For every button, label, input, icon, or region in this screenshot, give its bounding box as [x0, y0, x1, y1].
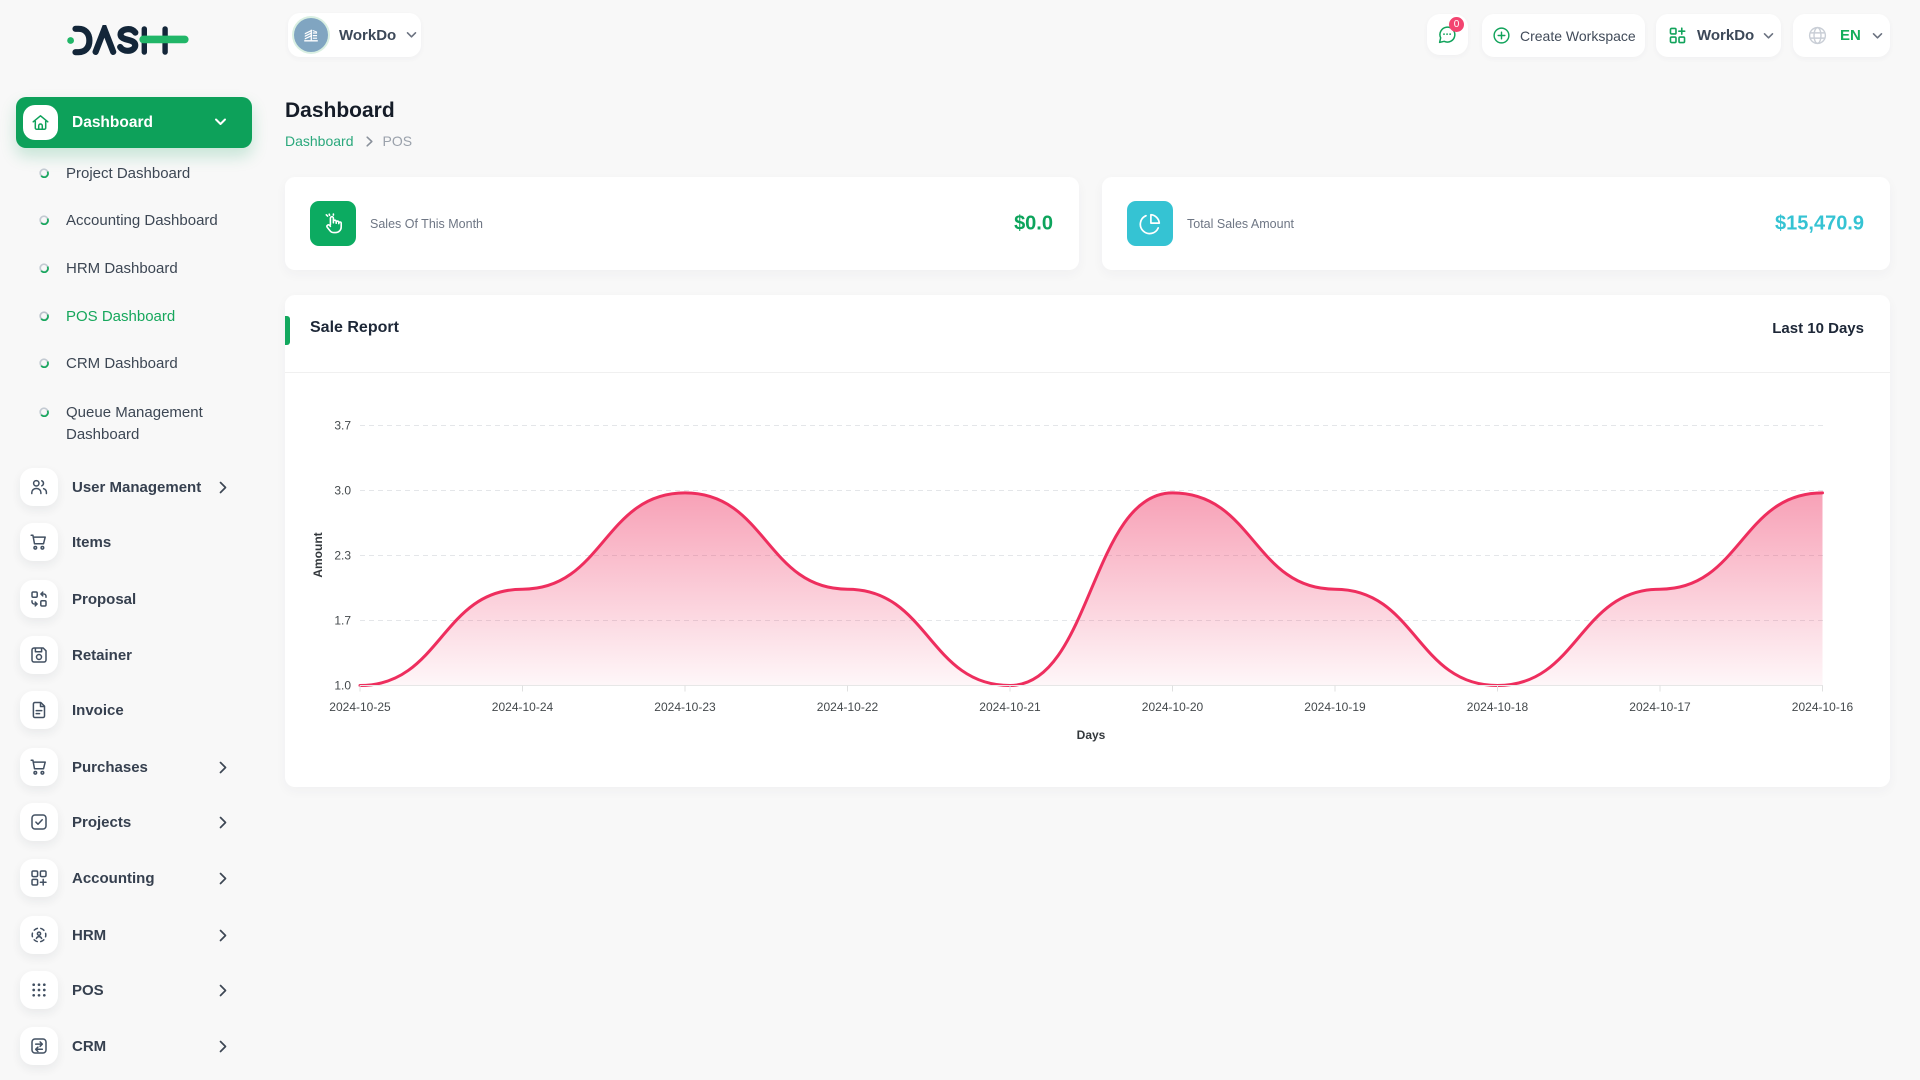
svg-text:2024-10-23: 2024-10-23 [654, 700, 716, 714]
svg-text:Days: Days [1077, 728, 1106, 742]
svg-text:3.0: 3.0 [334, 484, 351, 498]
svg-text:2.3: 2.3 [334, 549, 351, 563]
svg-text:2024-10-25: 2024-10-25 [329, 700, 391, 714]
svg-text:1.7: 1.7 [334, 614, 351, 628]
svg-text:2024-10-24: 2024-10-24 [492, 700, 554, 714]
svg-text:3.7: 3.7 [334, 419, 351, 433]
svg-text:2024-10-18: 2024-10-18 [1467, 700, 1529, 714]
svg-text:2024-10-21: 2024-10-21 [979, 700, 1041, 714]
svg-text:1.0: 1.0 [334, 679, 351, 693]
svg-text:2024-10-16: 2024-10-16 [1792, 700, 1854, 714]
svg-text:2024-10-17: 2024-10-17 [1629, 700, 1691, 714]
svg-text:Amount: Amount [311, 532, 325, 577]
svg-text:2024-10-22: 2024-10-22 [817, 700, 879, 714]
svg-text:2024-10-20: 2024-10-20 [1142, 700, 1204, 714]
svg-text:2024-10-19: 2024-10-19 [1304, 700, 1366, 714]
